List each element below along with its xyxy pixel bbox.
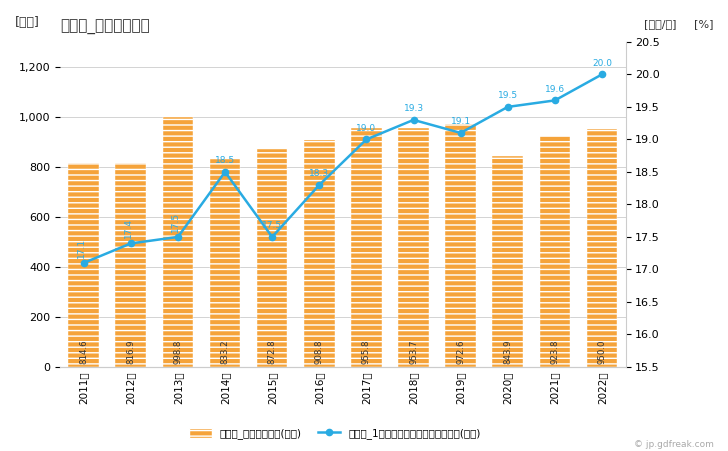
Bar — [257, 149, 288, 367]
Bar — [587, 129, 617, 367]
Text: 955.8: 955.8 — [362, 340, 371, 364]
Text: 17.1: 17.1 — [77, 238, 86, 258]
Text: 972.6: 972.6 — [456, 340, 465, 364]
Text: 17.5: 17.5 — [171, 212, 180, 232]
Bar — [68, 163, 99, 367]
Text: 20.0: 20.0 — [592, 59, 612, 68]
Text: 住宅用_工事費予定額: 住宅用_工事費予定額 — [60, 20, 150, 35]
Bar — [304, 140, 335, 367]
Text: 998.8: 998.8 — [173, 340, 183, 364]
Bar — [210, 159, 240, 367]
Bar — [398, 129, 429, 367]
Text: 19.6: 19.6 — [545, 85, 565, 94]
Text: 908.8: 908.8 — [314, 340, 324, 364]
Text: 843.9: 843.9 — [503, 340, 513, 364]
Text: 17.5: 17.5 — [262, 221, 282, 230]
Text: 816.9: 816.9 — [127, 340, 135, 364]
Text: 19.1: 19.1 — [451, 117, 471, 126]
Text: 19.3: 19.3 — [403, 104, 424, 113]
Text: [億円]: [億円] — [15, 16, 40, 29]
Text: [%]: [%] — [694, 19, 713, 29]
Text: 19.0: 19.0 — [356, 124, 376, 133]
Legend: 住宅用_工事費予定額(左軸), 住宅用_1平米当たり平均工事費予定額(右軸): 住宅用_工事費予定額(左軸), 住宅用_1平米当たり平均工事費予定額(右軸) — [184, 424, 486, 443]
Text: 833.2: 833.2 — [221, 339, 229, 364]
Text: 814.6: 814.6 — [79, 339, 88, 364]
Bar — [351, 128, 381, 367]
Text: 17.4: 17.4 — [124, 218, 133, 238]
Text: [万円/㎡]: [万円/㎡] — [644, 19, 676, 29]
Bar — [116, 163, 146, 367]
Text: 950.0: 950.0 — [598, 340, 606, 364]
Text: 19.5: 19.5 — [498, 92, 518, 101]
Text: 18.3: 18.3 — [309, 170, 329, 179]
Text: 18.5: 18.5 — [215, 156, 235, 166]
Bar — [162, 117, 193, 367]
Text: 923.8: 923.8 — [550, 340, 559, 364]
Text: 872.8: 872.8 — [268, 339, 277, 364]
Bar — [446, 124, 476, 367]
Text: © jp.gdfreak.com: © jp.gdfreak.com — [633, 440, 713, 449]
Text: 953.7: 953.7 — [409, 340, 418, 364]
Bar — [539, 136, 570, 367]
Bar — [492, 156, 523, 367]
